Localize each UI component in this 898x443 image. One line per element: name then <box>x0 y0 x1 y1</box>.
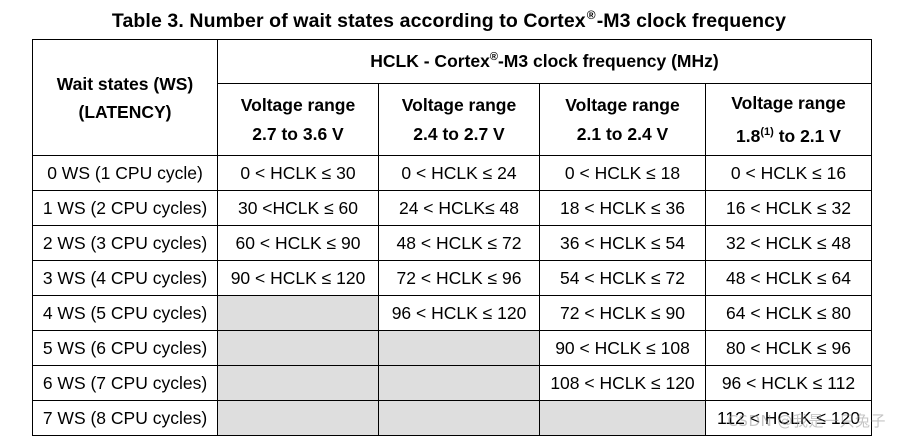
freq-cell: 24 < HCLK≤ 48 <box>378 190 540 226</box>
voltage-header-1v8-2v1: Voltage range 1.8(1) to 2.1 V <box>705 83 872 156</box>
freq-cell: 80 < HCLK ≤ 96 <box>705 330 872 366</box>
empty-cell <box>217 330 379 366</box>
freq-cell: 112 < HCLK ≤ 120 <box>705 400 872 436</box>
wait-states-table: Wait states (WS) (LATENCY) HCLK - Cortex… <box>32 39 872 436</box>
freq-cell: 48 < HCLK ≤ 64 <box>705 260 872 296</box>
freq-cell: 108 < HCLK ≤ 120 <box>539 365 706 401</box>
table-row: 1 WS (2 CPU cycles) 30 <HCLK ≤ 60 24 < H… <box>32 190 872 226</box>
table-row: 6 WS (7 CPU cycles) 108 < HCLK ≤ 120 96 … <box>32 365 872 401</box>
table-row: 4 WS (5 CPU cycles) 96 < HCLK ≤ 120 72 <… <box>32 295 872 331</box>
freq-cell: 16 < HCLK ≤ 32 <box>705 190 872 226</box>
freq-cell: 72 < HCLK ≤ 96 <box>378 260 540 296</box>
table-title: Table 3. Number of wait states according… <box>0 8 898 33</box>
ws-header-line1: Wait states (WS) <box>56 73 194 94</box>
title-text-end: -M3 clock frequency <box>596 10 787 32</box>
empty-cell <box>217 400 379 436</box>
freq-cell: 0 < HCLK ≤ 16 <box>705 155 872 191</box>
freq-cell: 0 < HCLK ≤ 30 <box>217 155 379 191</box>
ws-cell: 1 WS (2 CPU cycles) <box>32 190 218 226</box>
empty-cell <box>217 295 379 331</box>
freq-cell: 48 < HCLK ≤ 72 <box>378 225 540 261</box>
voltage-header-2v4-2v7: Voltage range 2.4 to 2.7 V <box>378 83 540 156</box>
title-text-start: Table 3. Number of wait states according… <box>111 10 586 32</box>
freq-cell: 18 < HCLK ≤ 36 <box>539 190 706 226</box>
ws-cell: 7 WS (8 CPU cycles) <box>32 400 218 436</box>
table-row: 7 WS (8 CPU cycles) 112 < HCLK ≤ 120 <box>32 400 872 436</box>
ws-cell: 6 WS (7 CPU cycles) <box>32 365 218 401</box>
freq-cell: 96 < HCLK ≤ 120 <box>378 295 540 331</box>
ws-cell: 2 WS (3 CPU cycles) <box>32 225 218 261</box>
empty-cell <box>378 330 540 366</box>
ws-cell: 3 WS (4 CPU cycles) <box>32 260 218 296</box>
table-row: 0 WS (1 CPU cycle) 0 < HCLK ≤ 30 0 < HCL… <box>32 155 872 191</box>
freq-cell: 30 <HCLK ≤ 60 <box>217 190 379 226</box>
ws-cell: 0 WS (1 CPU cycle) <box>32 155 218 191</box>
csdn-watermark: CSDN @我是一只兔子 <box>727 412 886 430</box>
table-row: 2 WS (3 CPU cycles) 60 < HCLK ≤ 90 48 < … <box>32 225 872 261</box>
freq-cell: 36 < HCLK ≤ 54 <box>539 225 706 261</box>
freq-cell: 0 < HCLK ≤ 18 <box>539 155 706 191</box>
table-row: 5 WS (6 CPU cycles) 90 < HCLK ≤ 108 80 <… <box>32 330 872 366</box>
ws-cell: 5 WS (6 CPU cycles) <box>32 330 218 366</box>
registered-mark: ® <box>586 8 596 22</box>
voltage-header-2v1-2v4: Voltage range 2.1 to 2.4 V <box>539 83 706 156</box>
freq-cell: 90 < HCLK ≤ 108 <box>539 330 706 366</box>
freq-cell: 60 < HCLK ≤ 90 <box>217 225 379 261</box>
freq-cell: 96 < HCLK ≤ 112 <box>705 365 872 401</box>
ws-header-line2: (LATENCY) <box>78 101 172 122</box>
ws-column-header: Wait states (WS) (LATENCY) <box>32 39 218 156</box>
freq-cell: 54 < HCLK ≤ 72 <box>539 260 706 296</box>
table-row: 3 WS (4 CPU cycles) 90 < HCLK ≤ 120 72 <… <box>32 260 872 296</box>
ws-cell: 4 WS (5 CPU cycles) <box>32 295 218 331</box>
freq-cell: 0 < HCLK ≤ 24 <box>378 155 540 191</box>
empty-cell <box>539 400 706 436</box>
freq-cell: 72 < HCLK ≤ 90 <box>539 295 706 331</box>
empty-cell <box>378 400 540 436</box>
empty-cell <box>217 365 379 401</box>
freq-cell: 64 < HCLK ≤ 80 <box>705 295 872 331</box>
freq-cell: 90 < HCLK ≤ 120 <box>217 260 379 296</box>
registered-mark: ® <box>489 51 498 63</box>
frequency-group-header: HCLK - Cortex®-M3 clock frequency (MHz) <box>217 39 872 84</box>
empty-cell <box>378 365 540 401</box>
freq-cell: 32 < HCLK ≤ 48 <box>705 225 872 261</box>
voltage-header-2v7-3v6: Voltage range 2.7 to 3.6 V <box>217 83 379 156</box>
footnote-mark: (1) <box>760 125 774 138</box>
